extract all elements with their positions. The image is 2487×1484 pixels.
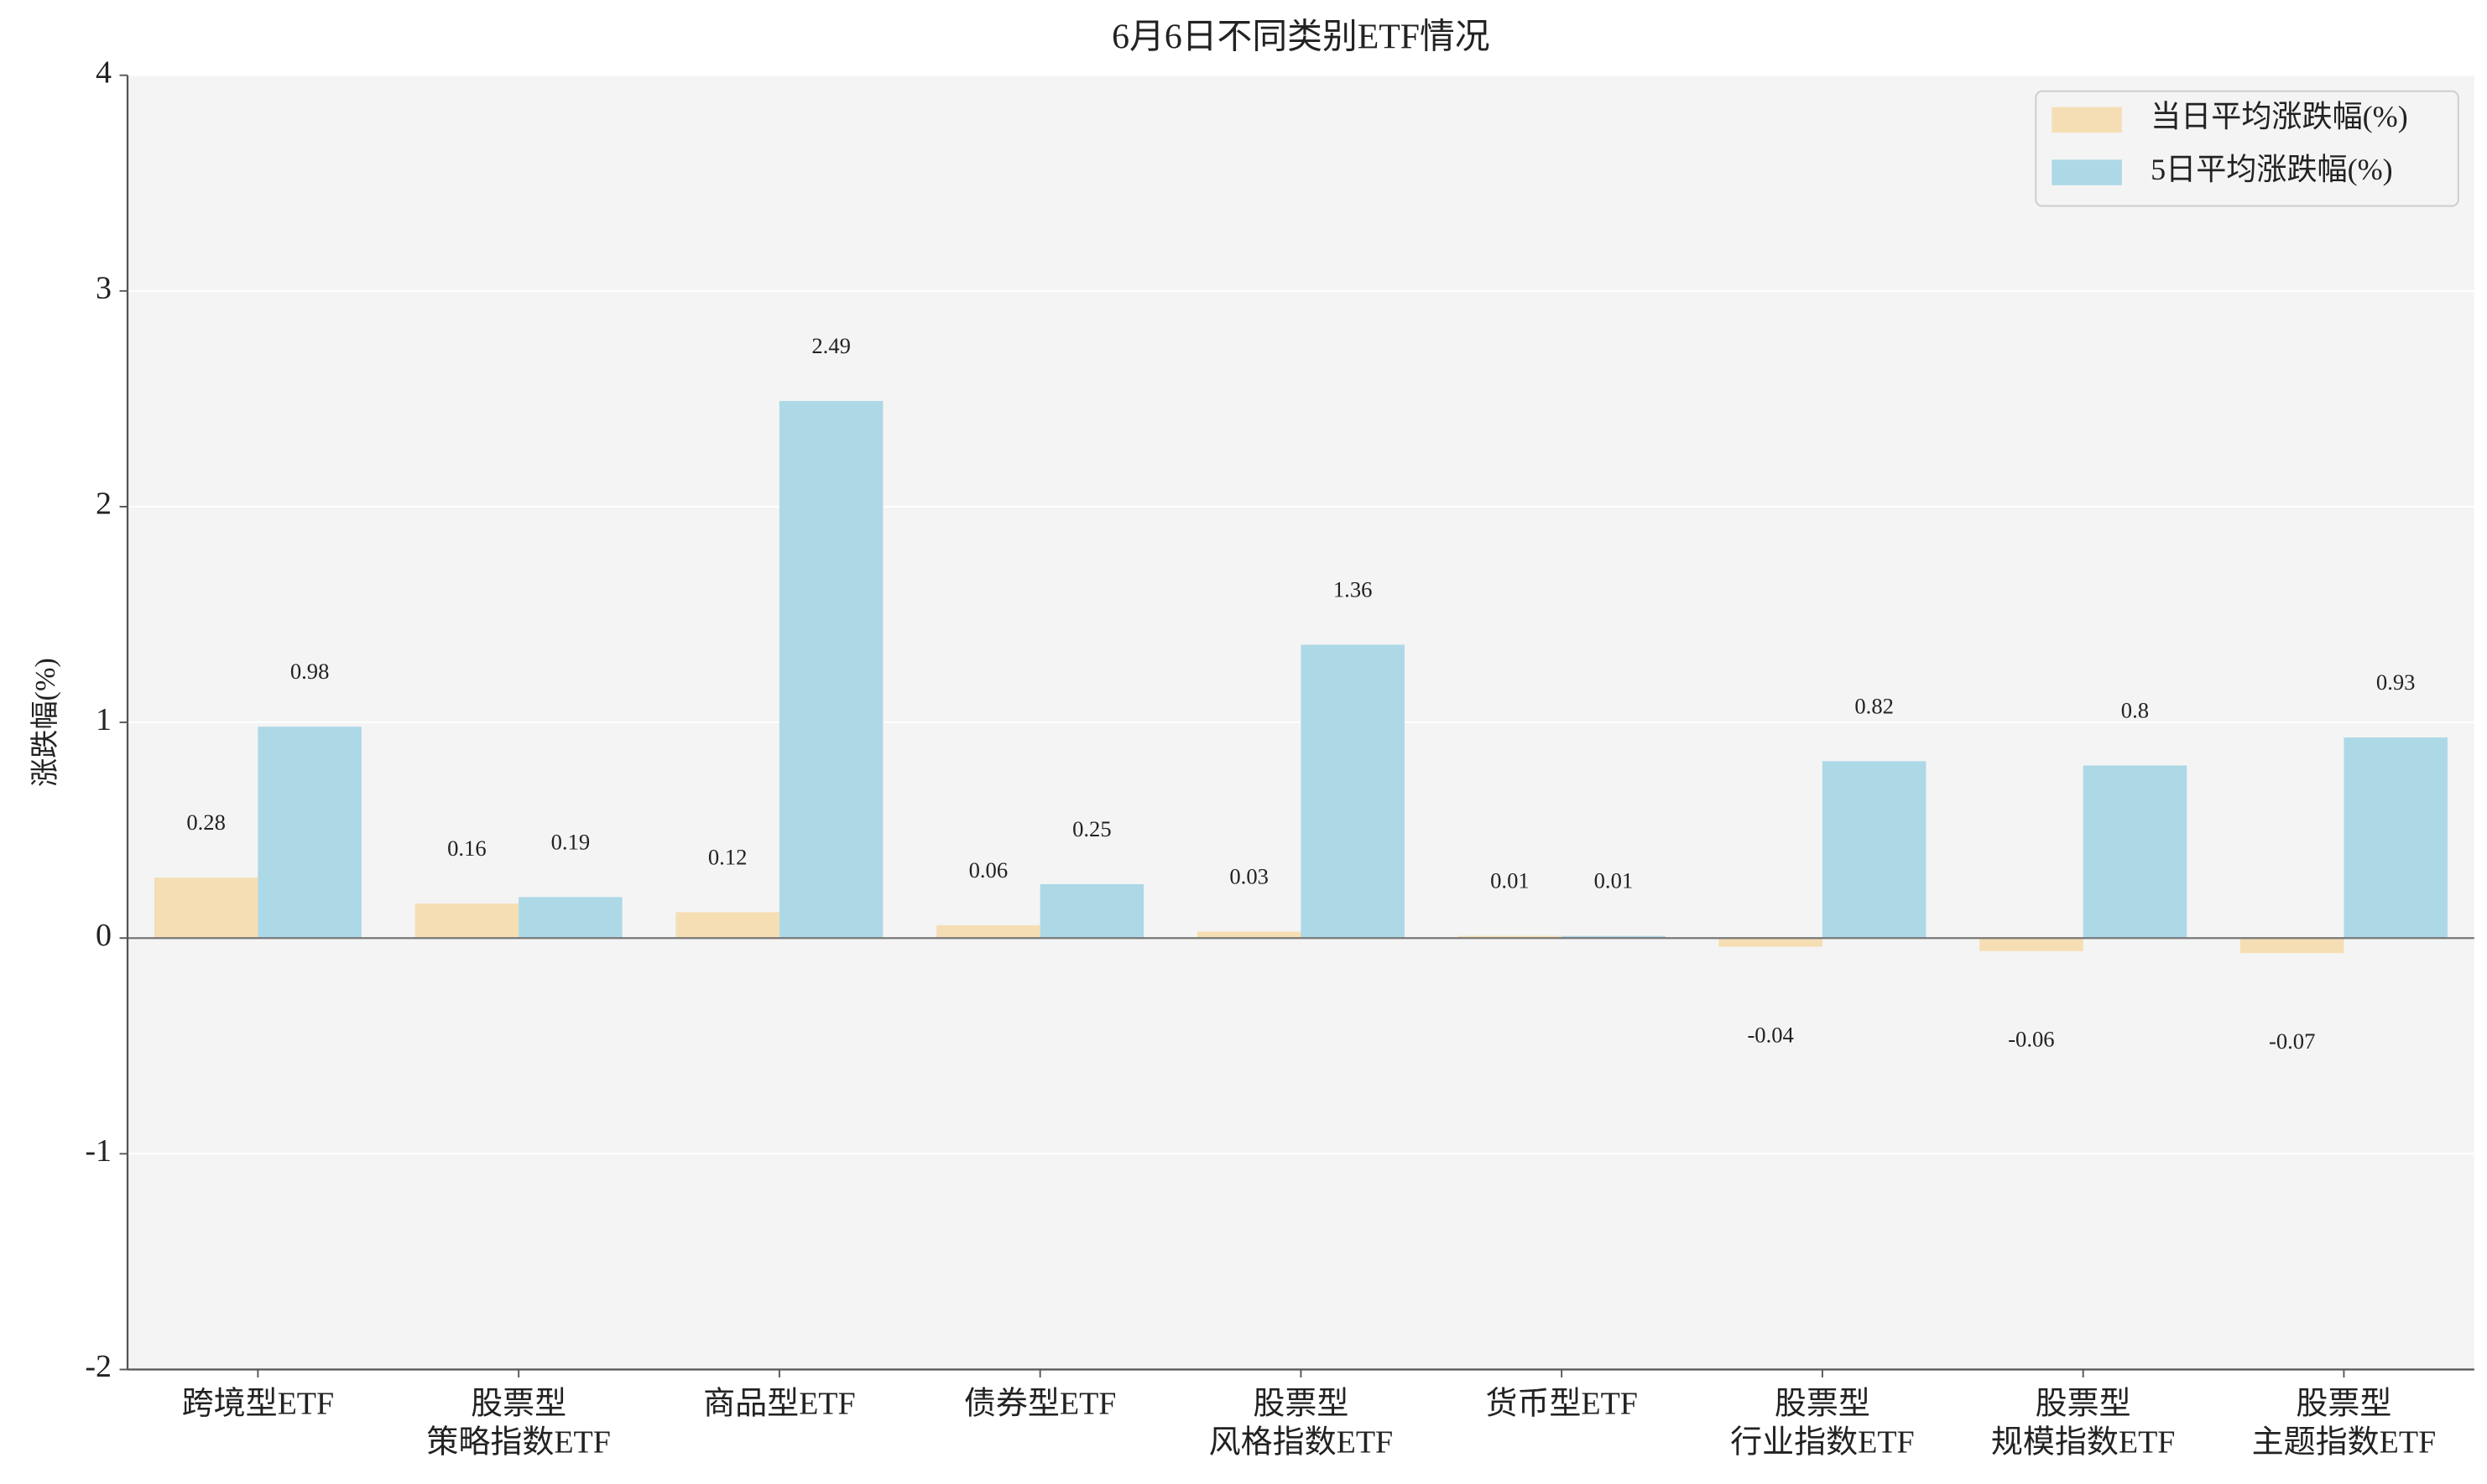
bar <box>258 726 362 939</box>
bar <box>936 924 1040 939</box>
x-tick-label: 跨境型ETF <box>182 1387 335 1422</box>
y-tick-label: 3 <box>96 271 112 306</box>
x-tick-label: 商品型ETF <box>703 1387 856 1422</box>
chart-title: 6月6日不同类别ETF情况 <box>1112 18 1489 56</box>
bar <box>519 897 623 939</box>
x-tick-label: 货币型ETF <box>1485 1387 1638 1422</box>
bar <box>1979 938 2083 951</box>
value-label: 0.01 <box>1490 868 1530 893</box>
bar <box>1822 761 1927 939</box>
x-tick-label: 股票型行业指数ETF <box>1730 1387 1915 1461</box>
x-tick-label: 股票型风格指数ETF <box>1209 1387 1394 1461</box>
value-label: 0.28 <box>186 810 226 835</box>
value-label: 0.8 <box>2121 698 2149 723</box>
value-label: 2.49 <box>811 333 851 358</box>
legend-swatch <box>2052 107 2122 133</box>
bar <box>414 903 519 939</box>
value-label: 0.03 <box>1229 864 1269 889</box>
y-tick-label: -2 <box>85 1349 112 1384</box>
bar <box>1718 938 1822 947</box>
value-label: 1.36 <box>1333 577 1373 602</box>
value-label: 0.25 <box>1072 816 1112 841</box>
bar <box>2083 765 2187 939</box>
y-tick-label: -1 <box>85 1133 112 1169</box>
bar <box>2239 938 2344 954</box>
legend-box <box>2035 90 2459 207</box>
x-tick-label: 股票型规模指数ETF <box>1991 1387 2176 1461</box>
x-tick-label: 股票型主题指数ETF <box>2252 1387 2437 1461</box>
value-label: 0.93 <box>2376 669 2416 695</box>
value-label: 0.12 <box>708 844 748 869</box>
bar <box>154 877 258 939</box>
marks: 跨境型ETF 0.28 0.98 股票型策略指数ETF 0.16 0.19 商品型ETF 0.… <box>128 333 2474 1460</box>
value-label: 0.06 <box>969 857 1009 883</box>
bar <box>779 400 884 939</box>
x-tick-label: 股票型策略指数ETF <box>426 1387 611 1461</box>
bar <box>2344 737 2448 939</box>
bar <box>675 912 779 939</box>
x-tick-label: 债券型ETF <box>964 1387 1117 1422</box>
bar <box>1457 935 1562 939</box>
value-label: -0.07 <box>2269 1028 2315 1054</box>
value-label: 0.19 <box>551 829 591 854</box>
bar <box>1197 931 1301 939</box>
legend-swatch <box>2052 159 2122 185</box>
y-tick-label: 1 <box>96 702 112 737</box>
y-axis-label: 涨跌幅(%) <box>29 658 61 787</box>
value-label: -0.04 <box>1747 1023 1793 1048</box>
value-label: -0.06 <box>2008 1027 2054 1052</box>
legend: 当日平均涨跌幅(%) 5日平均涨跌幅(%) <box>2035 90 2459 207</box>
value-label: 0.82 <box>1854 693 1894 718</box>
bar <box>1301 644 1405 939</box>
y-tick-label: 2 <box>96 487 112 522</box>
y-tick-label: 4 <box>96 55 112 90</box>
value-label: 0.01 <box>1594 868 1634 893</box>
legend-label: 5日平均涨跌幅(%) <box>2151 153 2393 186</box>
y-tick-label: 0 <box>96 918 112 953</box>
bar <box>1040 883 1144 939</box>
bar <box>1562 935 1666 939</box>
value-label: 0.98 <box>290 659 330 684</box>
legend-label: 当日平均涨跌幅(%) <box>2151 100 2408 133</box>
value-label: 0.16 <box>447 836 487 861</box>
